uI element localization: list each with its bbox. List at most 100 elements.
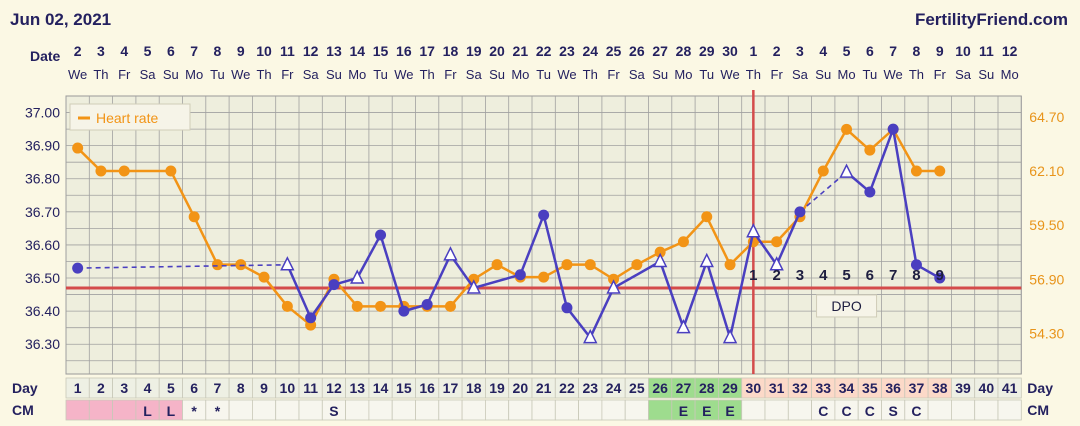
day-number: 31 [769,380,785,396]
date-label: 19 [466,43,482,59]
day-number: 1 [74,380,82,396]
date-label: 6 [866,43,874,59]
heart-rate-point [538,271,550,283]
day-number: 20 [513,380,529,396]
left-axis-tick: 36.40 [25,303,60,319]
temperature-segment [542,214,569,309]
left-axis-tick: 36.30 [25,336,60,352]
temperature-segment [868,128,895,193]
cm-label: S [888,403,897,419]
weekday-label: Th [420,67,435,82]
day-number: 18 [466,380,482,396]
date-label: 24 [582,43,598,59]
cm-label: S [329,403,338,419]
day-number: 22 [559,380,575,396]
temperature-point-open [676,318,691,334]
left-axis-tick: 36.90 [25,138,60,154]
cm-cell [974,399,999,421]
day-number: 21 [536,380,552,396]
temperature-segment [473,273,521,290]
temperature-segment [589,287,615,339]
day-number: 30 [746,380,762,396]
temperature-point-open [280,256,295,271]
weekday-label: Su [163,67,179,82]
weekday-label: Fr [118,67,131,82]
cm-label: E [679,403,688,419]
day-number: 5 [167,380,175,396]
cm-cell [554,399,579,421]
weekday-label: Fr [934,67,947,82]
date-label: 2 [74,43,82,59]
dpo-number: 6 [866,267,874,284]
temperature-point-open [839,163,854,178]
cm-label: L [167,403,176,419]
cm-label: * [215,403,221,419]
heart-rate-point [677,236,689,248]
date-label: 20 [489,43,505,59]
cm-cell [997,399,1022,421]
day-number: 2 [97,380,105,396]
weekday-label: Sa [466,67,483,82]
day-number: 38 [932,380,948,396]
date-label: 13 [326,43,342,59]
day-cell [997,377,1022,399]
temperature-segment [379,234,406,312]
heart-rate-point [701,211,713,223]
date-label: 25 [606,43,622,59]
cm-cell [764,399,789,421]
dpo-number: 5 [842,267,850,284]
date-label: 23 [559,43,575,59]
temperature-point [72,262,84,274]
temperature-segment [799,171,848,213]
dpo-number: 1 [749,267,757,284]
day-number: 28 [699,380,715,396]
cm-cell [251,399,277,421]
heart-rate-point [584,259,596,271]
temperature-point-open [606,279,621,294]
cm-label: L [143,403,152,419]
temperature-segment [519,214,545,276]
cm-label: C [818,403,828,419]
cm-label: C [911,403,921,419]
day-number: 24 [606,380,622,396]
temperature-segment [612,260,661,290]
day-number: 27 [676,380,692,396]
right-axis-tick: 54.30 [1029,325,1064,341]
weekday-label: We [720,67,739,82]
day-number: 36 [885,380,901,396]
left-axis-tick: 37.00 [25,105,60,121]
weekday-label: Su [815,67,831,82]
weekday-label: Sa [792,67,809,82]
heart-rate-point [817,165,829,177]
heart-rate-point [608,273,620,285]
heart-rate-point [841,123,853,135]
day-number: 34 [839,380,855,396]
date-label: 5 [843,43,851,59]
chart-date-heading: Jun 02, 2021 [10,10,112,29]
temperature-segment [77,263,288,269]
cm-cell [578,399,603,421]
temperature-segment [682,261,708,329]
temperature-point [514,269,526,281]
right-axis-tick: 59.50 [1029,217,1064,233]
heart-rate-point [118,165,130,177]
heart-rate-point [561,259,573,271]
cm-cell [787,399,812,421]
cm-cell [298,399,323,421]
weekday-label: Fr [444,67,457,82]
left-axis-tick: 36.50 [25,270,60,286]
temperature-point-open [699,252,714,268]
date-label: 12 [303,43,319,59]
weekday-label: Sa [303,67,320,82]
cm-cell [368,399,393,421]
weekday-label: Mo [348,67,366,82]
heart-rate-point [258,271,270,283]
dpo-number: 4 [819,267,828,284]
weekday-label: Fr [771,67,784,82]
day-number: 10 [280,380,296,396]
weekday-label: Tu [373,67,388,82]
weekday-label: Th [583,67,598,82]
plot-area [65,95,1022,375]
cm-label: * [191,403,197,419]
day-number: 4 [144,380,152,396]
